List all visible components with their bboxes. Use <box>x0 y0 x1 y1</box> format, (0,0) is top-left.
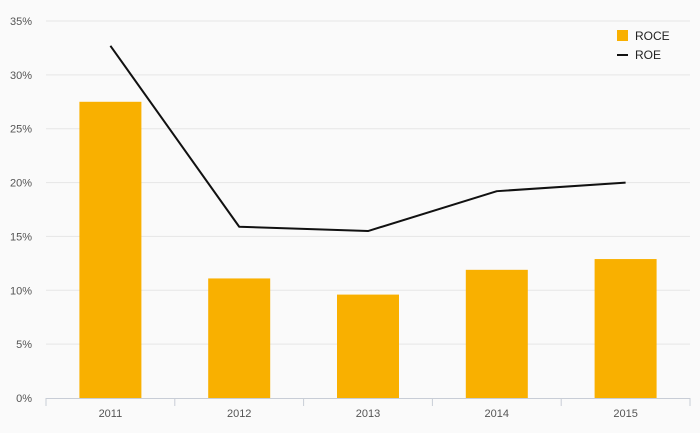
bar-roce-2015 <box>594 259 657 398</box>
y-axis: 0% 5% 10% 15% 20% 25% 30% 35% <box>10 16 32 405</box>
x-tick-label: 2015 <box>613 408 637 420</box>
y-tick-label: 5% <box>16 339 32 351</box>
bar-roce-2011 <box>79 101 142 399</box>
x-tick-label: 2011 <box>99 408 123 420</box>
y-tick-label: 0% <box>16 393 32 405</box>
bar-roce-2014 <box>465 269 528 398</box>
y-tick-label: 35% <box>10 16 32 28</box>
gridlines <box>46 20 690 345</box>
y-tick-label: 25% <box>10 124 32 136</box>
roce-bars <box>79 101 657 399</box>
y-tick-label: 20% <box>10 178 32 190</box>
legend-swatch-roce <box>617 30 628 41</box>
roe-line-series <box>109 45 626 233</box>
legend: ROCE ROE <box>617 29 670 62</box>
x-tick-label: 2014 <box>485 408 509 420</box>
y-tick-label: 10% <box>10 285 32 297</box>
bar-roce-2012 <box>208 278 271 398</box>
legend-label-roe: ROE <box>635 48 661 62</box>
x-tick-label: 2012 <box>227 408 251 420</box>
y-tick-label: 15% <box>10 231 32 243</box>
y-tick-label: 30% <box>10 70 32 82</box>
x-axis: 2011 2012 2013 2014 2015 <box>45 398 691 420</box>
x-tick-label: 2013 <box>356 408 380 420</box>
bar-roce-2013 <box>337 294 399 398</box>
legend-label-roce: ROCE <box>635 29 670 43</box>
